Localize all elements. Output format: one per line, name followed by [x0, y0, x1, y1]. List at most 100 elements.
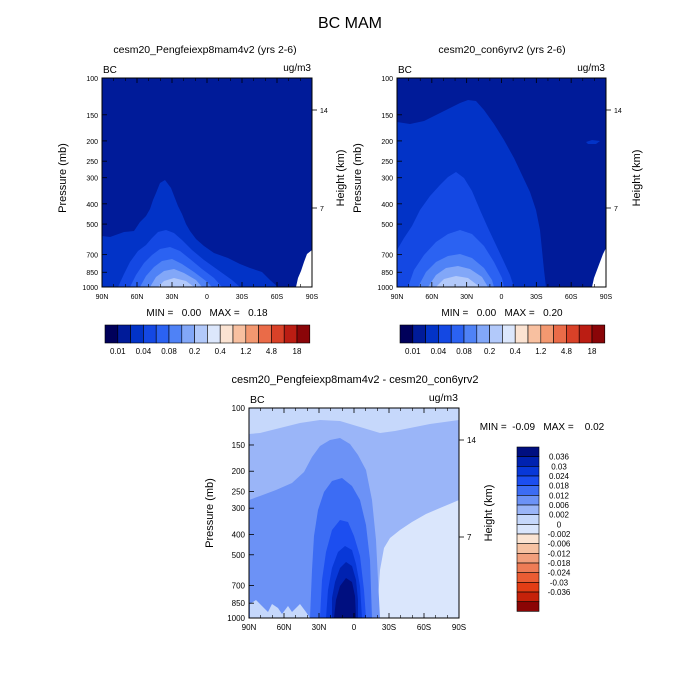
colorbar-swatch: [514, 324, 529, 344]
x-tick-label: 90N: [96, 294, 109, 301]
y-tick-label: 700: [232, 581, 246, 590]
colorbar-label: 0.04: [431, 347, 447, 356]
y-axis-label: Pressure (mb): [57, 143, 69, 213]
colorbar-diff: 0.0360.030.0240.0180.0120.0060.0020-0.00…: [516, 446, 571, 612]
colorbar-swatch: [516, 582, 540, 593]
colorbar-swatch: [516, 543, 540, 554]
contour-field: [101, 77, 313, 288]
colorbar-swatch: [516, 533, 540, 545]
colorbar-label: 4.8: [561, 347, 573, 356]
colorbar-swatch: [219, 324, 234, 344]
colorbar-label: 0.018: [549, 482, 570, 491]
colorbar-label: 0.01: [110, 347, 126, 356]
colorbar-swatch: [258, 324, 272, 344]
colorbar-swatch: [516, 475, 540, 486]
y-tick-label: 300: [86, 176, 98, 183]
x-tick-label: 60N: [277, 623, 292, 632]
x-tick-label: 90N: [242, 623, 257, 632]
colorbar-label: 0.01: [405, 347, 421, 356]
colorbar-swatch: [516, 495, 540, 506]
colorbar-label: 18: [588, 347, 597, 356]
colorbar-swatch: [516, 514, 540, 525]
x-tick-label: 0: [352, 623, 357, 632]
colorbar-label: 18: [293, 347, 302, 356]
min-max-readout: MIN = -0.09 MAX = 0.02: [480, 422, 605, 433]
colorbar-swatch: [516, 446, 540, 457]
variable-label: BC: [398, 65, 412, 76]
colorbar-swatch: [502, 324, 516, 344]
height-tick-label: 14: [467, 436, 476, 445]
y-axis-label: Pressure (mb): [204, 478, 216, 548]
colorbar-swatch: [516, 485, 540, 496]
colorbar-label: 0.08: [161, 347, 177, 356]
y-tick-label: 1000: [377, 285, 393, 292]
colorbar-label: 0.002: [549, 511, 570, 520]
min-max-readout: MIN = 0.00 MAX = 0.20: [441, 308, 563, 319]
y-tick-label: 250: [86, 159, 98, 166]
colorbar-label: 0.036: [549, 453, 570, 462]
contour-field: [396, 77, 607, 288]
colorbar-swatch: [578, 324, 593, 344]
y-axis-right-label: Height (km): [631, 150, 643, 207]
colorbar-swatch: [516, 591, 540, 603]
colorbar-label: 0.2: [189, 347, 201, 356]
colorbar-label: 0.006: [549, 501, 570, 510]
y-tick-label: 500: [86, 222, 98, 229]
colorbar-swatch: [130, 324, 144, 344]
colorbar-swatch: [516, 504, 540, 515]
axes-ticks: 90N 60N 30N 0 30S 60S 90S 100 150 200 250 300 400 500…: [82, 76, 621, 632]
y-tick-label: 850: [381, 270, 393, 277]
panel-title: cesm20_Pengfeiexp8mam4v2 (yrs 2-6): [113, 44, 296, 56]
colorbar-label: -0.006: [548, 540, 571, 549]
x-tick-label: 60S: [271, 294, 284, 301]
colorbar-swatch: [245, 324, 259, 344]
x-tick-label: 30S: [236, 294, 249, 301]
panel-left: cesm20_Pengfeiexp8mam4v2 (yrs 2-6) BC ug…: [57, 44, 347, 319]
units-label: ug/m3: [283, 63, 311, 74]
y-tick-label: 150: [86, 113, 98, 120]
y-tick-label: 100: [232, 404, 246, 413]
x-tick-label: 30S: [382, 623, 396, 632]
colorbar-label: 0.4: [215, 347, 227, 356]
colorbar-swatch: [207, 324, 221, 344]
figure-title: BC MAM: [318, 15, 382, 32]
y-tick-label: 300: [232, 504, 246, 513]
colorbar-left: 0.01 0.04 0.08 0.2 0.4 1.2 4.8 18: [104, 324, 311, 356]
min-max-readout: MIN = 0.00 MAX = 0.18: [146, 308, 268, 319]
colorbar-swatch: [516, 572, 540, 583]
colorbar-swatch: [438, 324, 452, 344]
colorbar-swatch: [232, 324, 247, 344]
variable-label: BC: [250, 394, 265, 406]
x-tick-label: 30N: [312, 623, 327, 632]
x-tick-label: 60N: [425, 294, 438, 301]
y-tick-label: 1000: [227, 614, 245, 623]
x-tick-label: 60S: [417, 623, 431, 632]
colorbar-swatch: [117, 324, 131, 344]
colorbar-label: -0.024: [548, 569, 571, 578]
colorbar-label: 0.024: [549, 472, 570, 481]
colorbar-swatch: [516, 524, 540, 535]
colorbar-swatch: [516, 601, 540, 612]
y-axis-label: Pressure (mb): [352, 143, 364, 213]
y-tick-label: 200: [232, 467, 246, 476]
y-tick-label: 1000: [82, 285, 98, 292]
colorbar-label: 1.2: [240, 347, 252, 356]
colorbar-swatch: [194, 324, 208, 344]
y-axis-right-label: Height (km): [335, 150, 347, 207]
colorbar-swatch: [527, 324, 542, 344]
x-tick-label: 0: [205, 294, 209, 301]
height-tick-label: 14: [614, 108, 622, 115]
colorbar-swatch: [516, 562, 540, 574]
colorbar-swatch: [540, 324, 554, 344]
y-tick-label: 150: [381, 113, 393, 120]
colorbar-label: 0.08: [456, 347, 472, 356]
colorbar-swatch: [489, 324, 503, 344]
y-tick-label: 500: [381, 222, 393, 229]
colorbar-swatch: [516, 553, 540, 564]
x-tick-label: 90S: [306, 294, 319, 301]
y-tick-label: 200: [86, 139, 98, 146]
colorbar-label: 1.2: [535, 347, 547, 356]
colorbar-swatch: [104, 324, 119, 344]
contour-field: [248, 407, 460, 619]
